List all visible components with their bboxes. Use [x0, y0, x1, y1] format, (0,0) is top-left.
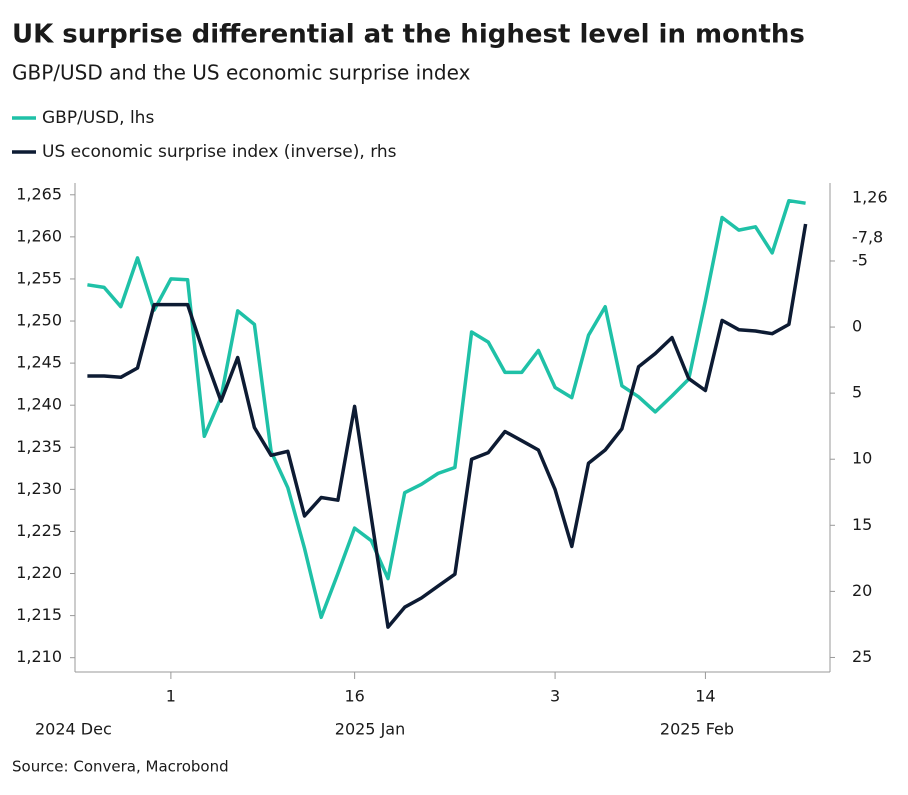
- end-value-label: -7,8: [852, 228, 883, 247]
- series-line: [87, 198, 806, 620]
- chart-subtitle: GBP/USD and the US economic surprise ind…: [12, 61, 471, 85]
- y2-tick-label: 0: [852, 317, 862, 336]
- y-tick-label: 1,265: [16, 184, 62, 203]
- x-tick-label: 3: [550, 687, 560, 706]
- end-value-label: 1,26: [852, 188, 888, 207]
- y2-tick-label: 10: [852, 449, 872, 468]
- y-tick-label: 1,245: [16, 353, 62, 372]
- chart-title: UK surprise differential at the highest …: [12, 20, 805, 50]
- y-tick-label: 1,230: [16, 479, 62, 498]
- x-tick-label: 1: [166, 687, 176, 706]
- x-tick-label: 16: [344, 687, 364, 706]
- y-tick-label: 1,260: [16, 226, 62, 245]
- y2-tick-label: 25: [852, 647, 872, 666]
- y2-tick-label: -5: [852, 250, 868, 269]
- legend-label: GBP/USD, lhs: [42, 108, 154, 128]
- x-group-label: 2024 Dec: [35, 720, 112, 739]
- y-tick-label: 1,240: [16, 395, 62, 414]
- y-tick-label: 1,215: [16, 605, 62, 624]
- y-tick-label: 1,235: [16, 437, 62, 456]
- y-tick-label: 1,220: [16, 563, 62, 582]
- y-tick-label: 1,225: [16, 521, 62, 540]
- x-group-label: 2025 Feb: [660, 720, 734, 739]
- y2-tick-label: 20: [852, 581, 872, 600]
- x-group-label: 2025 Jan: [335, 720, 405, 739]
- y-tick-label: 1,210: [16, 647, 62, 666]
- series-line: [87, 223, 808, 629]
- y2-tick-label: 15: [852, 515, 872, 534]
- source-note: Source: Convera, Macrobond: [12, 758, 229, 776]
- y2-tick-label: 5: [852, 383, 862, 402]
- y-tick-label: 1,255: [16, 268, 62, 287]
- x-tick-label: 14: [695, 687, 715, 706]
- legend-label: US economic surprise index (inverse), rh…: [42, 142, 397, 162]
- y-tick-label: 1,250: [16, 311, 62, 330]
